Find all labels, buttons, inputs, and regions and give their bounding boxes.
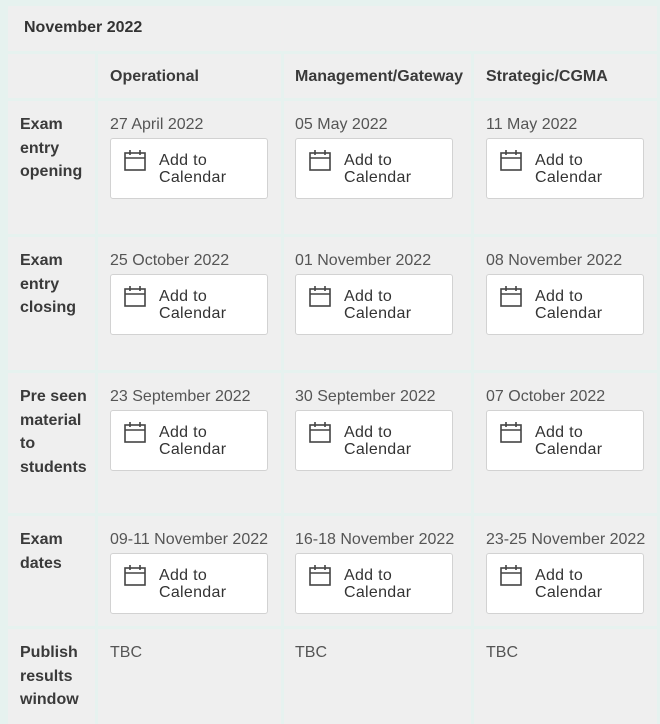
- table-cell: [98, 629, 281, 724]
- calendar-icon: [309, 286, 331, 307]
- date-management: 05 May 2022: [295, 116, 388, 133]
- row-label-cell: [8, 373, 95, 513]
- results-operational: TBC: [110, 644, 142, 661]
- table-title-cell: [8, 6, 657, 51]
- add-to-calendar-button[interactable]: Add to Calendar: [486, 274, 644, 335]
- date-strategic: 11 May 2022: [486, 116, 578, 133]
- date-strategic: 08 November 2022: [486, 252, 623, 269]
- calendar-icon: [124, 286, 146, 307]
- date-management: 01 November 2022: [295, 252, 432, 269]
- calendar-icon: [309, 150, 331, 171]
- page-title: November 2022: [24, 19, 143, 36]
- add-to-calendar-button[interactable]: Add to Calendar: [486, 553, 644, 614]
- add-to-calendar-button[interactable]: Add to Calendar: [295, 553, 453, 614]
- calendar-icon: [500, 150, 522, 171]
- results-strategic: TBC: [486, 644, 518, 661]
- calendar-icon: [124, 565, 146, 586]
- table-cell: [284, 629, 471, 724]
- add-to-calendar-label: Add to Calendar: [344, 288, 412, 322]
- add-to-calendar-label: Add to Calendar: [535, 152, 603, 186]
- row-label-cell: [8, 101, 95, 234]
- add-to-calendar-label: Add to Calendar: [159, 288, 227, 322]
- date-operational: 27 April 2022: [110, 116, 204, 133]
- add-to-calendar-button[interactable]: Add to Calendar: [110, 410, 268, 471]
- header-cell-operational: [98, 54, 281, 98]
- calendar-icon: [309, 565, 331, 586]
- header-empty-cell: [8, 54, 95, 98]
- header-cell-strategic: [474, 54, 657, 98]
- add-to-calendar-button[interactable]: Add to Calendar: [110, 274, 268, 335]
- add-to-calendar-label: Add to Calendar: [535, 567, 603, 601]
- calendar-icon: [500, 422, 522, 443]
- add-to-calendar-label: Add to Calendar: [159, 152, 227, 186]
- add-to-calendar-button[interactable]: Add to Calendar: [110, 553, 268, 614]
- add-to-calendar-button[interactable]: Add to Calendar: [486, 138, 644, 199]
- row-label-cell: [8, 629, 95, 724]
- date-management: 16-18 November 2022: [295, 531, 455, 548]
- add-to-calendar-button[interactable]: Add to Calendar: [295, 410, 453, 471]
- column-header-management: Management/Gateway: [295, 68, 464, 85]
- results-management: TBC: [295, 644, 327, 661]
- add-to-calendar-label: Add to Calendar: [535, 424, 603, 458]
- calendar-icon: [309, 422, 331, 443]
- row-label-cell: [8, 237, 95, 370]
- add-to-calendar-label: Add to Calendar: [344, 567, 412, 601]
- column-header-strategic: Strategic/CGMA: [486, 68, 608, 85]
- calendar-icon: [124, 422, 146, 443]
- row-label-pre-seen: Pre seen material to students: [20, 388, 87, 476]
- add-to-calendar-label: Add to Calendar: [535, 288, 603, 322]
- row-label-exam-dates: Exam dates: [20, 531, 63, 572]
- calendar-icon: [500, 286, 522, 307]
- add-to-calendar-label: Add to Calendar: [159, 424, 227, 458]
- add-to-calendar-button[interactable]: Add to Calendar: [486, 410, 644, 471]
- row-label-cell: [8, 516, 95, 626]
- add-to-calendar-label: Add to Calendar: [344, 424, 412, 458]
- table-cell: [474, 629, 657, 724]
- date-operational: 09-11 November 2022: [110, 531, 269, 548]
- date-operational: 25 October 2022: [110, 252, 230, 269]
- date-operational: 23 September 2022: [110, 388, 251, 405]
- row-label-entry-closing: Exam entry closing: [20, 252, 77, 316]
- row-label-publish-results: Publish results window: [20, 644, 79, 708]
- add-to-calendar-button[interactable]: Add to Calendar: [295, 274, 453, 335]
- date-strategic: 23-25 November 2022: [486, 531, 646, 548]
- add-to-calendar-button[interactable]: Add to Calendar: [110, 138, 268, 199]
- column-header-operational: Operational: [110, 68, 199, 85]
- add-to-calendar-button[interactable]: Add to Calendar: [295, 138, 453, 199]
- calendar-icon: [500, 565, 522, 586]
- date-strategic: 07 October 2022: [486, 388, 606, 405]
- calendar-icon: [124, 150, 146, 171]
- header-cell-management: [284, 54, 471, 98]
- add-to-calendar-label: Add to Calendar: [344, 152, 412, 186]
- add-to-calendar-label: Add to Calendar: [159, 567, 227, 601]
- date-management: 30 September 2022: [295, 388, 436, 405]
- row-label-entry-opening: Exam entry opening: [20, 116, 83, 180]
